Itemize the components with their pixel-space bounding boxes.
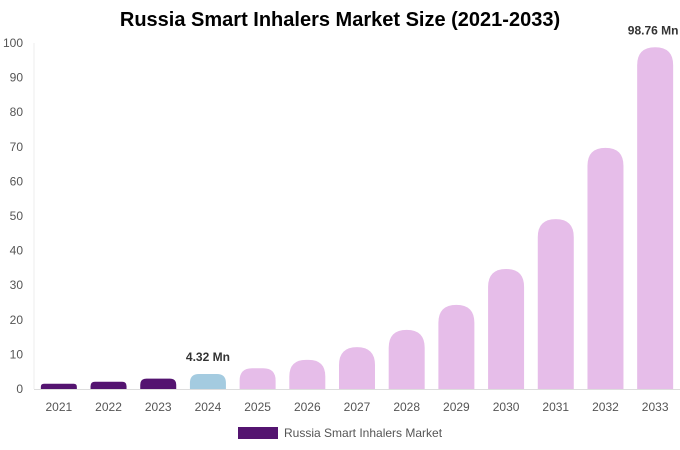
x-tick-label: 2024 <box>195 400 222 414</box>
bar-2021 <box>40 383 77 389</box>
y-tick-label: 0 <box>16 382 23 396</box>
bar-2030 <box>488 268 525 389</box>
x-tick-label: 2025 <box>244 400 271 414</box>
y-tick-label: 50 <box>10 209 24 223</box>
data-label-2024: 4.32 Mn <box>186 350 230 364</box>
bar-2026 <box>289 359 326 389</box>
chart-title: Russia Smart Inhalers Market Size (2021-… <box>119 9 561 31</box>
y-tick-label: 20 <box>10 313 24 327</box>
y-tick-label: 100 <box>3 36 23 50</box>
y-tick-label: 90 <box>10 71 24 85</box>
y-tick-label: 10 <box>10 347 24 361</box>
x-tick-label: 2021 <box>45 400 72 414</box>
x-tick-label: 2028 <box>393 400 420 414</box>
legend-swatch <box>238 427 278 439</box>
bar-2029 <box>438 304 475 389</box>
x-tick-label: 2026 <box>294 400 321 414</box>
bar-2031 <box>537 219 574 389</box>
y-tick-label: 40 <box>10 244 24 258</box>
y-tick-label: 30 <box>10 278 24 292</box>
legend-label: Russia Smart Inhalers Market <box>284 426 443 440</box>
x-tick-label: 2027 <box>344 400 371 414</box>
bar-2023 <box>140 378 177 389</box>
legend[interactable]: Russia Smart Inhalers Market <box>238 426 442 440</box>
bar-2027 <box>339 347 375 389</box>
x-tick-label: 2031 <box>542 400 569 414</box>
y-tick-label: 80 <box>10 105 24 119</box>
y-tick-label: 60 <box>10 174 24 188</box>
bar-2024 <box>189 374 226 389</box>
data-label-2033: 98.76 Mn <box>628 23 679 37</box>
x-tick-label: 2033 <box>642 400 669 414</box>
x-tick-label: 2022 <box>95 400 122 414</box>
bar-2032 <box>587 147 624 389</box>
x-tick-label: 2023 <box>145 400 172 414</box>
x-tick-label: 2029 <box>443 400 470 414</box>
bar-2028 <box>388 329 425 389</box>
x-tick-label: 2030 <box>493 400 520 414</box>
x-tick-label: 2032 <box>592 400 619 414</box>
bar-2033 <box>637 47 674 389</box>
y-tick-label: 70 <box>10 140 24 154</box>
bar-2025 <box>239 368 276 389</box>
bar-2022 <box>90 381 127 389</box>
